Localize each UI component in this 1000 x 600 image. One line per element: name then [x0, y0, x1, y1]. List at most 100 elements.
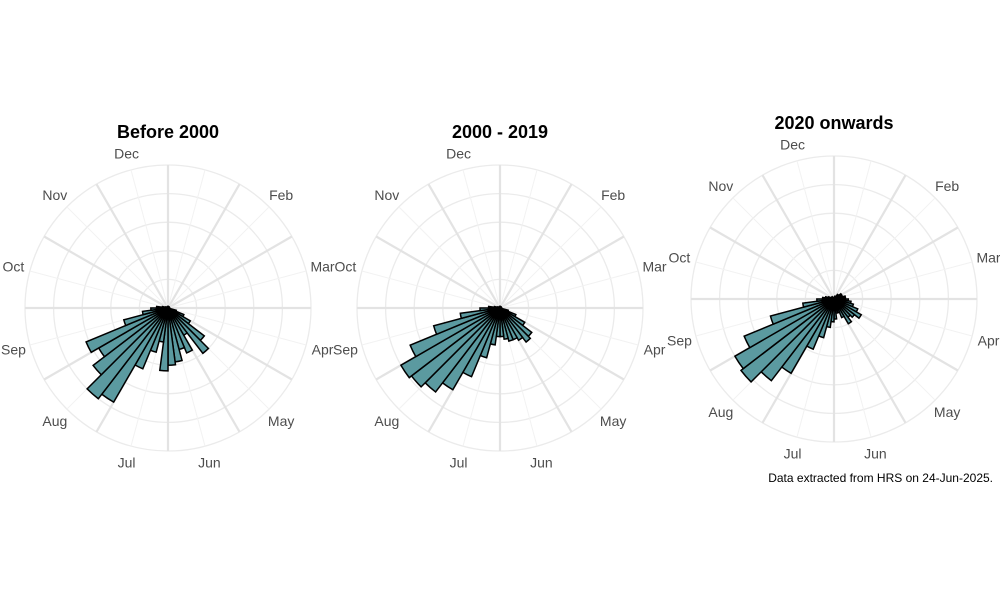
month-label-aug: Aug — [708, 404, 733, 420]
month-label-feb: Feb — [269, 187, 293, 203]
month-label-sep: Sep — [1, 341, 26, 357]
grid-spoke-major — [833, 226, 959, 300]
month-label-may: May — [600, 413, 626, 429]
bar-aug-2 — [86, 307, 169, 400]
data-source-caption: Data extracted from HRS on 24-Jun-2025. — [768, 471, 993, 485]
bars — [399, 305, 533, 394]
month-label-jul: Jul — [450, 455, 468, 471]
grid-spoke-major — [761, 174, 835, 300]
month-label-mar: Mar — [310, 259, 334, 275]
grid-spoke-major — [375, 235, 501, 309]
month-label-aug: Aug — [42, 413, 67, 429]
grid-spoke-major — [43, 235, 169, 309]
month-label-dec: Dec — [446, 145, 471, 161]
month-label-apr: Apr — [978, 332, 1000, 348]
bars — [733, 292, 863, 383]
bar-sep-1 — [409, 307, 501, 358]
bar-sep-3 — [801, 298, 835, 309]
month-label-apr: Apr — [644, 341, 666, 357]
grid-spoke-minor — [833, 197, 936, 300]
month-label-mar: Mar — [642, 259, 666, 275]
month-label-jun: Jun — [530, 455, 553, 471]
month-label-jun: Jun — [198, 455, 221, 471]
month-label-aug: Aug — [374, 413, 399, 429]
month-label-oct: Oct — [3, 259, 25, 275]
panel-title: 2020 onwards — [774, 113, 893, 133]
bar-sep-2 — [122, 307, 169, 327]
grid-spoke-minor — [833, 298, 872, 438]
grid-spoke-minor — [167, 307, 307, 346]
panel-title: 2000 - 2019 — [452, 122, 548, 142]
bar-jun-3 — [499, 307, 510, 341]
grid-spoke-minor — [695, 261, 835, 300]
grid-spoke-major — [499, 183, 573, 309]
grid-spoke-minor — [167, 206, 270, 309]
month-labels: Feb Mar Apr May Jun Jul Aug Sep Oct Nov Dec — [333, 145, 667, 470]
grid-spoke-major — [167, 235, 293, 309]
month-label-mar: Mar — [976, 250, 1000, 266]
month-label-oct: Oct — [669, 250, 691, 266]
month-label-dec: Dec — [780, 136, 805, 152]
grid-spoke-minor — [398, 206, 501, 309]
grid-spoke-major — [499, 235, 625, 309]
grid-spoke-minor — [833, 298, 973, 337]
bar-aug-4 — [733, 298, 835, 370]
bar-may-3 — [499, 307, 532, 344]
month-label-may: May — [268, 413, 294, 429]
grid-spoke-minor — [361, 270, 501, 309]
panel-2000-2019: 2000 - 2019 Feb Mar Apr May Jun Jul Aug Sep Oct N… — [333, 122, 667, 471]
month-label-sep: Sep — [333, 341, 358, 357]
grid-spoke-minor — [462, 169, 501, 309]
bar-jun-1 — [167, 307, 194, 354]
grid-spoke-major — [95, 183, 169, 309]
bar-may-3 — [167, 307, 210, 355]
grid-spoke-minor — [167, 270, 307, 309]
grid-spoke-minor — [130, 169, 169, 309]
grid-spoke-minor — [796, 160, 835, 300]
month-label-nov: Nov — [708, 178, 733, 194]
month-label-nov: Nov — [374, 187, 399, 203]
month-label-feb: Feb — [935, 178, 959, 194]
bar-may-4 — [499, 307, 524, 342]
grid-spoke-major — [167, 183, 241, 309]
month-label-jul: Jul — [784, 446, 802, 462]
grid-spoke-minor — [499, 307, 639, 346]
month-label-jun: Jun — [864, 446, 887, 462]
bar-aug-3 — [739, 298, 835, 383]
grid-spoke-minor — [732, 197, 835, 300]
bar-aug-3 — [92, 307, 169, 376]
grid-spoke-minor — [833, 261, 973, 300]
month-label-apr: Apr — [312, 341, 334, 357]
grid-spoke-major — [833, 174, 907, 300]
bar-aug-4 — [399, 307, 501, 379]
month-label-feb: Feb — [601, 187, 625, 203]
bar-sep-2 — [769, 298, 835, 326]
month-label-oct: Oct — [335, 259, 357, 275]
grid-spoke-minor — [499, 169, 538, 309]
grid-spoke-minor — [499, 206, 602, 309]
grid-spoke-major — [427, 183, 501, 309]
bar-sep-1 — [743, 298, 835, 349]
bars — [85, 305, 210, 404]
month-labels: Feb Mar Apr May Jun Jul Aug Sep Oct Nov Dec — [667, 136, 1000, 461]
grid-spoke-minor — [499, 270, 639, 309]
month-labels: Feb Mar Apr May Jun Jul Aug Sep Oct Nov Dec — [1, 145, 335, 470]
grid-spoke-minor — [833, 160, 872, 300]
grid-spoke-major — [709, 226, 835, 300]
month-label-dec: Dec — [114, 145, 139, 161]
month-label-jul: Jul — [118, 455, 136, 471]
panel-title: Before 2000 — [117, 122, 219, 142]
month-label-nov: Nov — [42, 187, 67, 203]
bar-sep-2 — [432, 307, 501, 336]
grid-spoke-minor — [29, 270, 169, 309]
bar-sep-3 — [459, 307, 501, 320]
bar-jun-2 — [499, 307, 515, 343]
month-label-sep: Sep — [667, 332, 692, 348]
bar-sep-3 — [141, 307, 169, 316]
grid-spoke-minor — [167, 169, 206, 309]
grid-spoke-minor — [66, 206, 169, 309]
panel-2020-onwards: 2020 onwards Feb Mar Apr May Jun Jul Aug Sep Oct… — [667, 113, 1000, 462]
panel-before-2000: Before 2000 Feb Mar Apr May Jun Jul Aug Sep Oct N… — [1, 122, 335, 471]
bar-sep-1 — [85, 307, 169, 354]
